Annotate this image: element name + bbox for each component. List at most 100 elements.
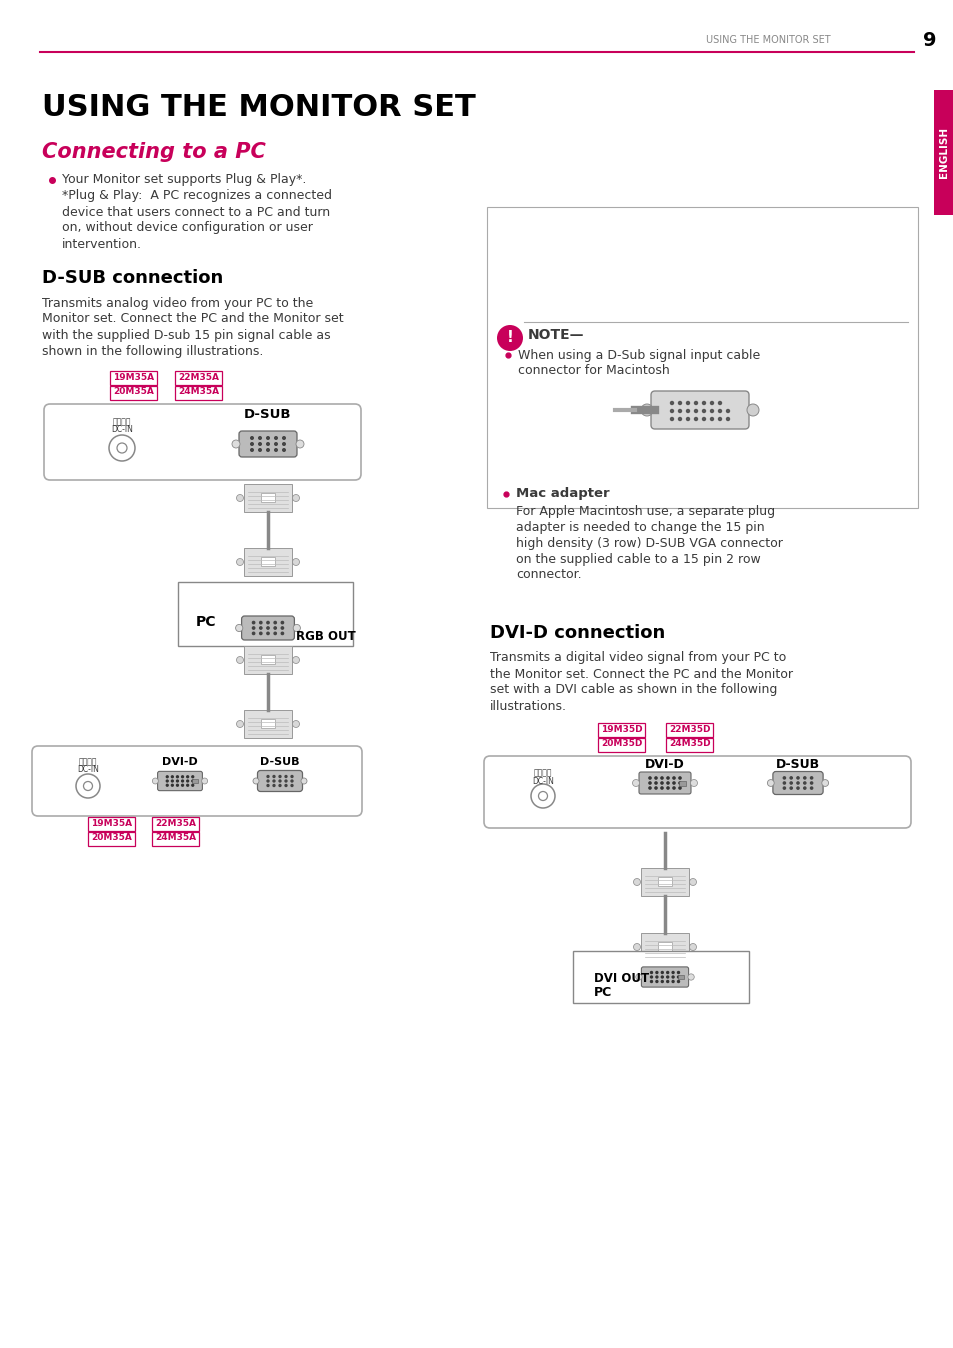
Circle shape (689, 944, 696, 950)
Circle shape (166, 780, 168, 782)
Circle shape (633, 944, 639, 950)
Text: For Apple Macintosh use, a separate plug: For Apple Macintosh use, a separate plug (516, 504, 774, 518)
Circle shape (677, 980, 679, 983)
Text: with the supplied D-sub 15 pin signal cable as: with the supplied D-sub 15 pin signal ca… (42, 329, 331, 341)
Circle shape (718, 410, 720, 412)
Circle shape (718, 418, 720, 421)
Bar (178, 582, 353, 646)
Circle shape (258, 437, 261, 439)
Circle shape (187, 780, 189, 782)
Circle shape (656, 976, 658, 979)
Text: Transmits analog video from your PC to the: Transmits analog video from your PC to t… (42, 297, 313, 310)
Circle shape (176, 776, 178, 778)
Circle shape (251, 449, 253, 452)
Bar (261, 557, 274, 566)
Circle shape (650, 972, 652, 973)
Circle shape (701, 402, 705, 404)
FancyBboxPatch shape (152, 817, 199, 830)
Circle shape (666, 976, 668, 979)
Circle shape (718, 402, 720, 404)
Circle shape (802, 782, 805, 785)
Circle shape (672, 787, 675, 789)
Circle shape (789, 776, 792, 779)
FancyBboxPatch shape (175, 386, 222, 399)
FancyBboxPatch shape (89, 817, 135, 830)
Circle shape (232, 439, 240, 448)
Circle shape (274, 442, 277, 445)
Text: intervention.: intervention. (62, 237, 142, 251)
FancyBboxPatch shape (244, 484, 292, 512)
Circle shape (293, 624, 300, 632)
Circle shape (301, 778, 307, 785)
Circle shape (635, 973, 641, 980)
Circle shape (274, 449, 277, 452)
Circle shape (273, 775, 274, 778)
Circle shape (291, 785, 293, 786)
Circle shape (821, 779, 828, 786)
Circle shape (236, 720, 243, 728)
Text: DC-IN: DC-IN (532, 776, 554, 786)
Text: D-SUB: D-SUB (260, 758, 299, 767)
Circle shape (710, 410, 713, 412)
Text: high density (3 row) D-SUB VGA connector: high density (3 row) D-SUB VGA connector (516, 537, 782, 550)
Circle shape (172, 776, 173, 778)
Circle shape (789, 782, 792, 785)
Bar (677, 975, 683, 979)
Text: 电源输入: 电源输入 (112, 418, 132, 426)
Circle shape (192, 780, 193, 782)
Circle shape (654, 782, 657, 785)
Circle shape (278, 785, 281, 786)
Circle shape (285, 785, 287, 786)
Circle shape (253, 632, 254, 635)
Text: Your Monitor set supports Plug & Play*.: Your Monitor set supports Plug & Play*. (62, 174, 306, 186)
Circle shape (285, 780, 287, 782)
Circle shape (810, 776, 812, 779)
Circle shape (236, 656, 243, 663)
Circle shape (176, 780, 178, 782)
Circle shape (686, 410, 689, 412)
Circle shape (235, 624, 243, 632)
Text: 电源输入: 电源输入 (533, 768, 552, 778)
FancyBboxPatch shape (89, 832, 135, 845)
Circle shape (253, 778, 258, 785)
Circle shape (192, 785, 193, 786)
Circle shape (273, 780, 274, 782)
Circle shape (258, 442, 261, 445)
Text: *Plug & Play:  A PC recognizes a connected: *Plug & Play: A PC recognizes a connecte… (62, 190, 332, 202)
Circle shape (660, 776, 662, 779)
Circle shape (274, 627, 276, 630)
Text: DVI OUT: DVI OUT (594, 972, 648, 985)
Text: DC-IN: DC-IN (111, 426, 132, 434)
Circle shape (660, 782, 662, 785)
Circle shape (672, 972, 674, 973)
FancyBboxPatch shape (111, 386, 157, 399)
Text: 19M35D: 19M35D (600, 724, 642, 733)
Bar (679, 780, 685, 786)
FancyBboxPatch shape (44, 404, 360, 480)
Circle shape (648, 776, 650, 779)
Circle shape (633, 879, 639, 886)
Circle shape (187, 785, 189, 786)
Text: D-SUB connection: D-SUB connection (42, 270, 223, 287)
Circle shape (670, 410, 673, 412)
Circle shape (670, 402, 673, 404)
FancyBboxPatch shape (666, 723, 713, 736)
FancyBboxPatch shape (239, 431, 296, 457)
Circle shape (694, 418, 697, 421)
Circle shape (236, 558, 243, 566)
FancyBboxPatch shape (157, 771, 202, 791)
Bar (192, 779, 197, 783)
FancyBboxPatch shape (640, 868, 688, 896)
Text: 24M35D: 24M35D (668, 740, 710, 748)
Text: PC: PC (594, 987, 612, 999)
Text: 19M35A: 19M35A (91, 818, 132, 828)
Circle shape (176, 785, 178, 786)
Circle shape (267, 785, 269, 786)
Circle shape (181, 785, 183, 786)
Circle shape (267, 442, 269, 445)
Circle shape (267, 775, 269, 778)
Circle shape (701, 418, 705, 421)
Circle shape (258, 449, 261, 452)
Circle shape (726, 410, 729, 412)
Circle shape (656, 972, 658, 973)
